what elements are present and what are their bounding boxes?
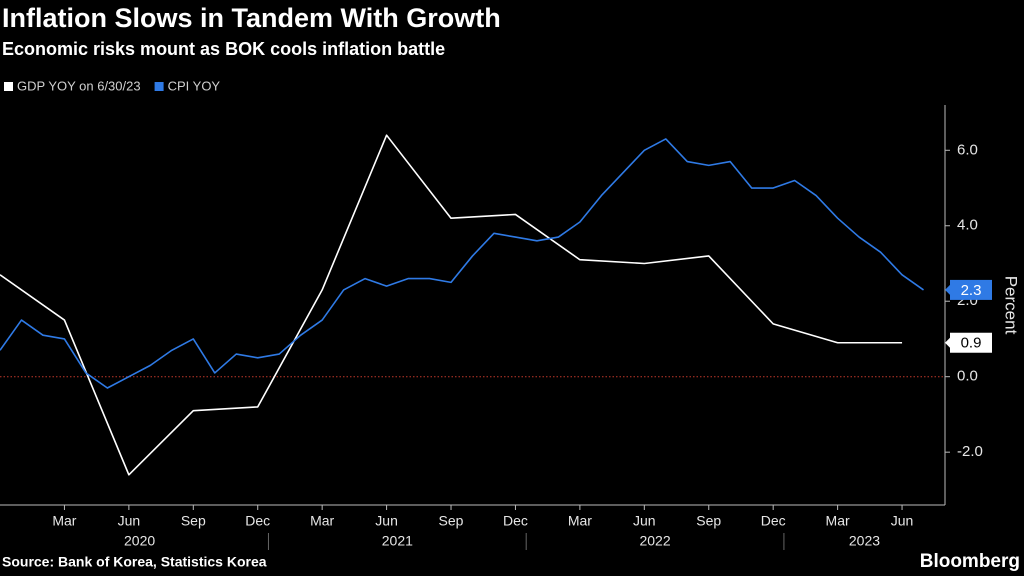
x-tick-label: Sep	[181, 513, 206, 529]
legend-label: GDP YOY on 6/30/23	[17, 78, 141, 93]
chart-title: Inflation Slows in Tandem With Growth	[2, 3, 501, 33]
brand: Bloomberg	[920, 551, 1020, 572]
y-tick-label: -2.0	[957, 443, 983, 460]
legend-swatch	[154, 82, 164, 91]
x-tick-label: Jun	[891, 513, 914, 529]
x-tick-label: Dec	[503, 513, 528, 529]
legend-label: CPI YOY	[168, 78, 221, 93]
x-tick-label: Sep	[439, 513, 464, 529]
series-line	[0, 138, 924, 389]
end-label-box	[950, 279, 992, 300]
x-tick-label: Sep	[696, 513, 721, 529]
end-label-pointer	[945, 283, 951, 296]
x-year-label: 2020	[124, 533, 155, 549]
end-label: 0.9	[961, 335, 982, 352]
source: Source: Bank of Korea, Statistics Korea	[2, 554, 267, 570]
end-label: 2.3	[961, 282, 982, 299]
x-tick-label: Jun	[375, 513, 398, 529]
x-tick-label: Dec	[245, 513, 270, 529]
y-tick-label: 6.0	[957, 141, 978, 158]
legend-item: GDP YOY on 6/30/23	[4, 78, 141, 93]
x-year-label: 2023	[849, 533, 880, 549]
x-tick-label: Mar	[52, 513, 76, 529]
y-tick-label: 0.0	[957, 368, 978, 385]
end-label-pointer	[945, 336, 951, 349]
x-tick-label: Jun	[118, 513, 141, 529]
y-tick-label: 4.0	[957, 217, 978, 234]
chart-subtitle: Economic risks mount as BOK cools inflat…	[2, 39, 445, 59]
x-tick-label: Mar	[568, 513, 592, 529]
x-year-label: 2022	[639, 533, 670, 549]
x-year-label: 2021	[382, 533, 413, 549]
x-tick-label: Mar	[826, 513, 850, 529]
series-line	[0, 134, 903, 476]
legend-swatch	[4, 82, 13, 91]
x-tick-label: Jun	[633, 513, 656, 529]
end-label-box	[950, 332, 992, 353]
x-tick-label: Dec	[761, 513, 786, 529]
legend-item: CPI YOY	[154, 78, 221, 93]
x-tick-label: Mar	[310, 513, 334, 529]
y-axis-title: Percent	[1002, 276, 1021, 335]
